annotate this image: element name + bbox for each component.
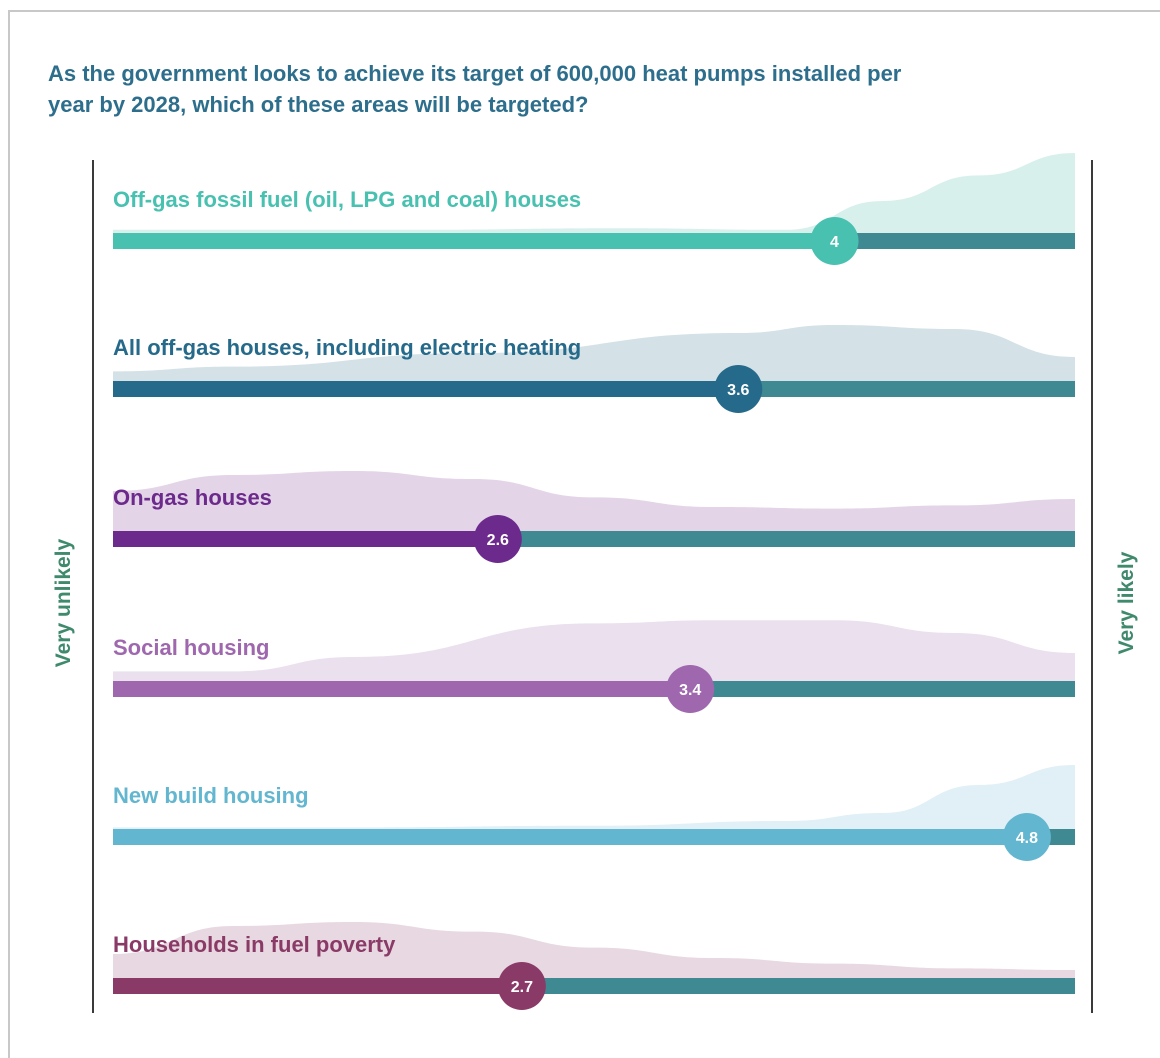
value-label: 4.8 bbox=[1016, 830, 1038, 847]
distribution-area bbox=[113, 471, 1075, 531]
value-marker bbox=[714, 365, 763, 413]
rating-row: Social housing 3.4 bbox=[113, 620, 1075, 713]
value-marker bbox=[666, 665, 715, 713]
value-marker bbox=[473, 515, 522, 563]
distribution-area bbox=[113, 325, 1075, 381]
rating-row: Households in fuel poverty 2.7 bbox=[113, 922, 1075, 1010]
right-axis-line bbox=[1091, 160, 1093, 1013]
distribution-area bbox=[113, 153, 1075, 233]
category-label: Social housing bbox=[113, 635, 269, 660]
category-label: On-gas houses bbox=[113, 485, 272, 510]
rating-row: On-gas houses 2.6 bbox=[113, 471, 1075, 563]
value-bar bbox=[113, 829, 1027, 845]
distribution-area bbox=[113, 620, 1075, 681]
chart-title: As the government looks to achieve its t… bbox=[48, 61, 902, 117]
value-bar bbox=[113, 978, 522, 994]
value-bar bbox=[113, 381, 739, 397]
value-label: 2.6 bbox=[487, 532, 509, 549]
chart-frame bbox=[8, 10, 1160, 1058]
value-label: 3.6 bbox=[727, 382, 749, 399]
category-label: All off-gas houses, including electric h… bbox=[113, 335, 581, 360]
category-label: New build housing bbox=[113, 783, 309, 808]
rating-row: All off-gas houses, including electric h… bbox=[113, 325, 1075, 413]
left-axis-line bbox=[92, 160, 94, 1013]
distribution-area bbox=[113, 765, 1075, 829]
value-bar bbox=[113, 233, 835, 249]
value-marker bbox=[810, 217, 859, 265]
rating-row: New build housing 4.8 bbox=[113, 765, 1075, 861]
rating-row: Off-gas fossil fuel (oil, LPG and coal) … bbox=[113, 153, 1075, 265]
value-label: 2.7 bbox=[511, 979, 533, 996]
distribution-area bbox=[113, 922, 1075, 978]
category-label: Households in fuel poverty bbox=[113, 932, 396, 957]
value-marker bbox=[1002, 813, 1051, 861]
value-label: 3.4 bbox=[679, 682, 701, 699]
value-marker bbox=[497, 962, 546, 1010]
value-bar bbox=[113, 531, 498, 547]
value-bar bbox=[113, 681, 691, 697]
category-label: Off-gas fossil fuel (oil, LPG and coal) … bbox=[113, 187, 581, 212]
value-label: 4 bbox=[830, 234, 839, 251]
